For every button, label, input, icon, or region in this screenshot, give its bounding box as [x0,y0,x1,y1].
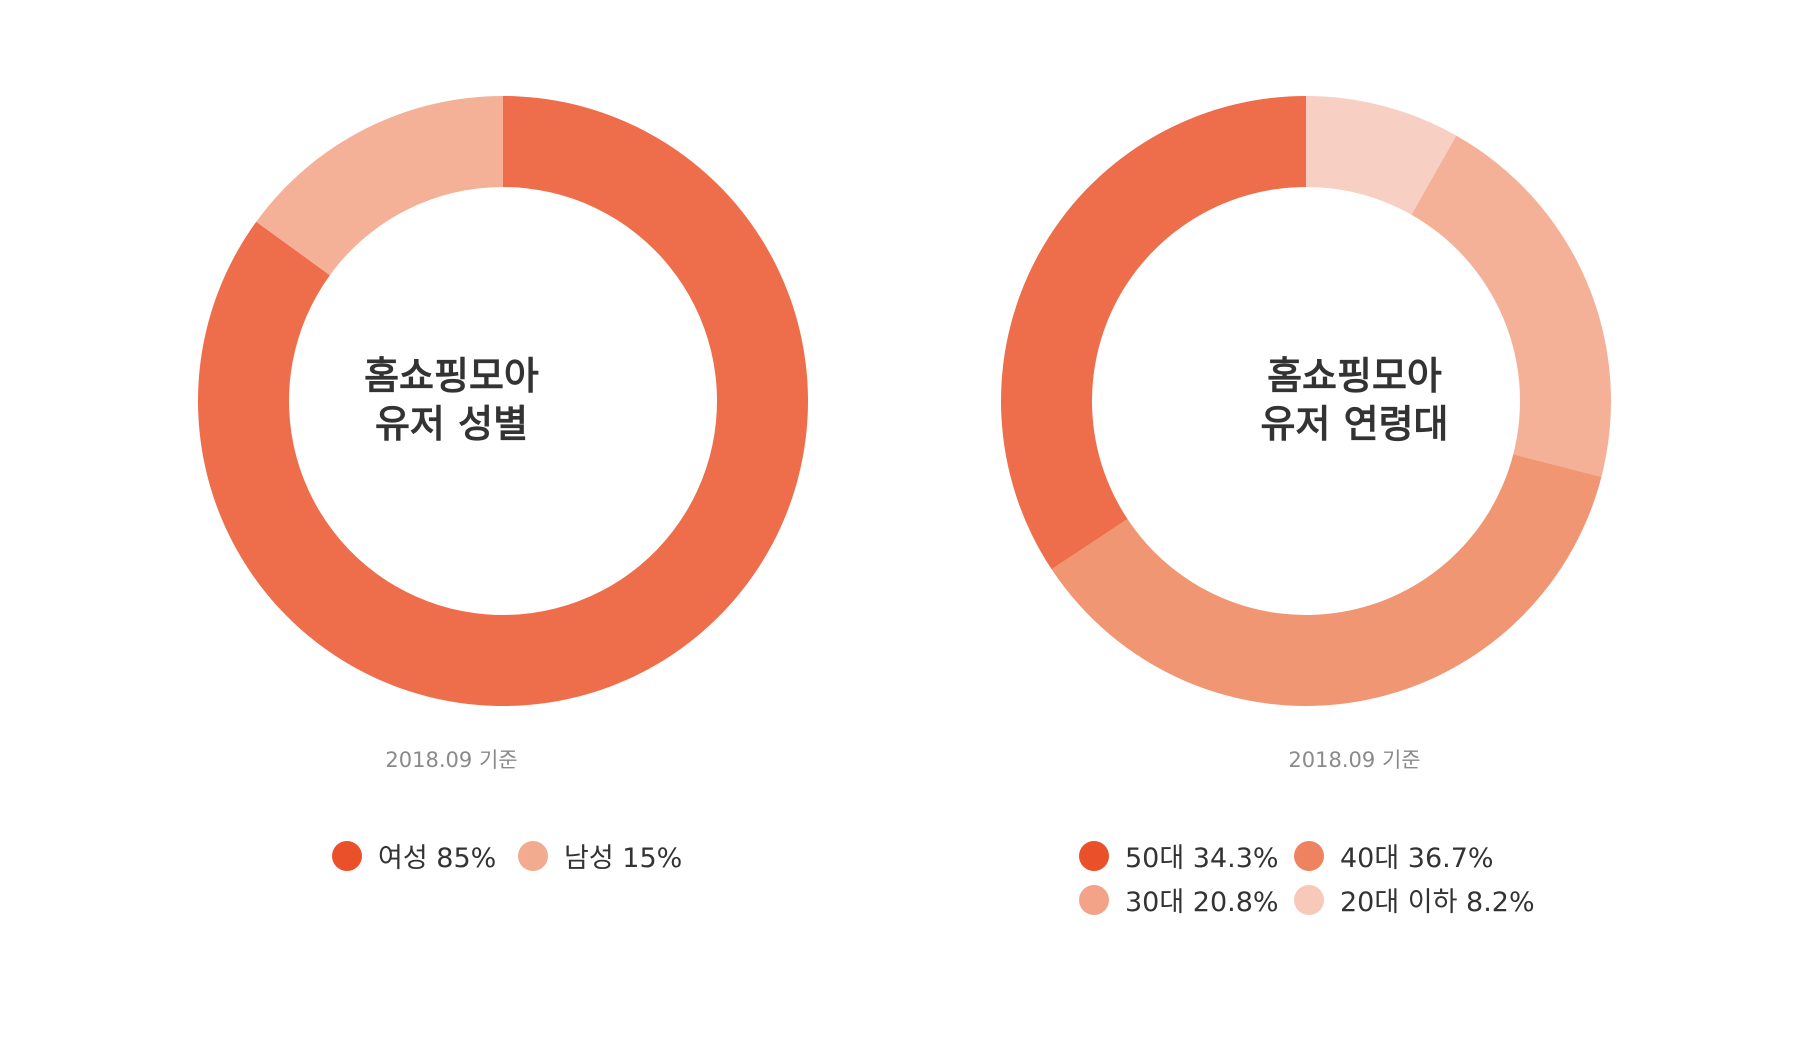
age-legend-40s: 40대 36.7% [1294,836,1494,875]
age-legend: 50대 34.3% 40대 36.7% 30대 20.8% 20대 이하 8.2… [903,0,1806,1052]
gender-legend: 여성 85% 남성 15% [332,836,682,875]
gender-title-line-1: 홈쇼핑모아 [364,354,539,398]
age-chart: 홈쇼핑모아 유저 연령대 2018.09 기준 50대 34.3% 40대 36… [903,0,1806,1052]
gender-donut [197,95,809,706]
legend-label-30s: 30대 20.8% [1125,887,1279,918]
donut-slice-3 [1001,95,1306,570]
legend-label-40s: 40대 36.7% [1340,843,1494,874]
legend-label-20s-under: 20대 이하 8.2% [1340,887,1535,918]
legend-dot-icon [1079,840,1109,871]
donut-slice-0 [197,96,809,706]
age-basis-date: 2018.09 기준 [1288,748,1421,772]
gender-legend-male: 남성 15% [518,836,682,875]
donut-slice-1 [256,95,503,276]
donut-slice-0 [1306,96,1457,215]
legend-label-50s: 50대 34.3% [1125,843,1279,874]
gender-center-title: 홈쇼핑모아 유저 성별 [0,352,903,448]
legend-dot-icon [518,840,548,871]
age-legend-30s: 30대 20.8% [1079,880,1279,919]
gender-basis-date: 2018.09 기준 [385,748,518,772]
legend-label-male: 남성 15% [564,843,683,874]
age-legend-20s-under: 20대 이하 8.2% [1294,880,1535,919]
age-title-line-1: 홈쇼핑모아 [1267,354,1442,398]
legend-label-female: 여성 85% [378,843,497,874]
age-donut [1001,95,1611,706]
donut-slice-2 [1051,454,1602,706]
donut-slice-1 [1411,135,1611,477]
legend-dot-icon [1079,884,1109,915]
age-title-line-2: 유저 연령대 [1260,402,1449,446]
legend-dot-icon [332,840,362,871]
gender-chart: 홈쇼핑모아 유저 성별 2018.09 기준 여성 85% 남성 15% [0,95,903,875]
age-center-title: 홈쇼핑모아 유저 연령대 [903,352,1806,448]
legend-dot-icon [1294,840,1324,871]
gender-legend-female: 여성 85% [332,836,496,875]
legend-dot-icon [1294,884,1324,915]
gender-title-line-2: 유저 성별 [374,402,529,446]
age-legend-50s: 50대 34.3% [1079,836,1279,875]
